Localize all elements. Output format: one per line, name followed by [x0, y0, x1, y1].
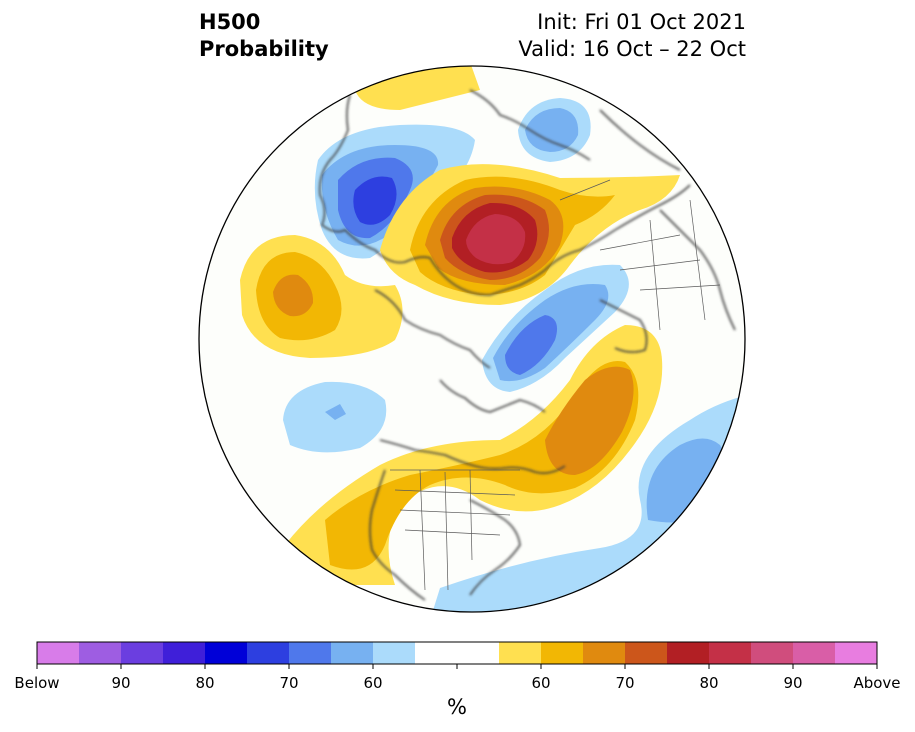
colorbar-cell [457, 642, 500, 664]
map-title: H500 Probability [199, 9, 329, 63]
colorbar-cell [415, 642, 458, 664]
above-region-arctic [380, 164, 680, 305]
below-region-west [283, 381, 387, 453]
colorbar-cell [121, 642, 164, 664]
above-65-america [325, 360, 639, 570]
colorbar-cell [205, 642, 248, 664]
below-region-europe [482, 264, 629, 392]
colorbar-cell [583, 642, 626, 664]
colorbar-tick-label: Below [14, 674, 60, 692]
colorbar-cell [247, 642, 290, 664]
colorbar-ticks [36, 664, 878, 669]
colorbar-tick-label: 60 [531, 674, 551, 692]
polar-map [198, 65, 746, 613]
forecast-dates: Init: Fri 01 Oct 2021 Valid: 16 Oct – 22… [518, 9, 746, 63]
colorbar-tick-label: 80 [195, 674, 215, 692]
colorbar-tick-label: 90 [783, 674, 803, 692]
below-75-siberia [353, 176, 397, 225]
colorbar-cell [793, 642, 836, 664]
colorbar-tick-label: Above [853, 674, 901, 692]
colorbar-tick-label: 90 [111, 674, 131, 692]
above-60-top [355, 66, 480, 110]
below-region-northeast [518, 98, 591, 162]
colorbar-tick-label: 70 [615, 674, 635, 692]
colorbar-cell [667, 642, 710, 664]
above-70-atlantic [545, 366, 634, 475]
above-70-pacific [273, 274, 314, 317]
colorbar-cell [499, 642, 542, 664]
above-region-pacific [240, 235, 403, 358]
colorbar-cell [751, 642, 794, 664]
above-region-america [285, 325, 663, 585]
colorbar-cell [289, 642, 332, 664]
below-65-west [325, 404, 346, 420]
globe-boundary [198, 65, 746, 613]
below-65-northeast [525, 108, 579, 152]
colorbar-tick-label: 60 [363, 674, 383, 692]
colorbar-cells [37, 642, 878, 664]
init-date: Init: Fri 01 Oct 2021 [537, 10, 746, 34]
valid-date: Valid: 16 Oct – 22 Oct [518, 37, 746, 61]
colorbar-cell [709, 642, 752, 664]
political-borders [390, 179, 721, 591]
probability-field [199, 66, 745, 612]
below-region-siberia [314, 124, 475, 259]
colorbar-cell [163, 642, 206, 664]
colorbar-cell [37, 642, 80, 664]
colorbar-cell [541, 642, 584, 664]
title-line-1: H500 [199, 10, 261, 34]
below-70-europe [505, 315, 558, 375]
colorbar-cell [79, 642, 122, 664]
colorbar-unit: % [447, 695, 467, 719]
colorbar-cell [331, 642, 374, 664]
title-line-2: Probability [199, 37, 329, 61]
above-85-arctic [466, 214, 526, 265]
colorbar-cell [625, 642, 668, 664]
colorbar-tick-label: 80 [699, 674, 719, 692]
colorbar-cell [835, 642, 878, 664]
colorbar-cell [373, 642, 416, 664]
colorbar-tick-label: 70 [279, 674, 299, 692]
